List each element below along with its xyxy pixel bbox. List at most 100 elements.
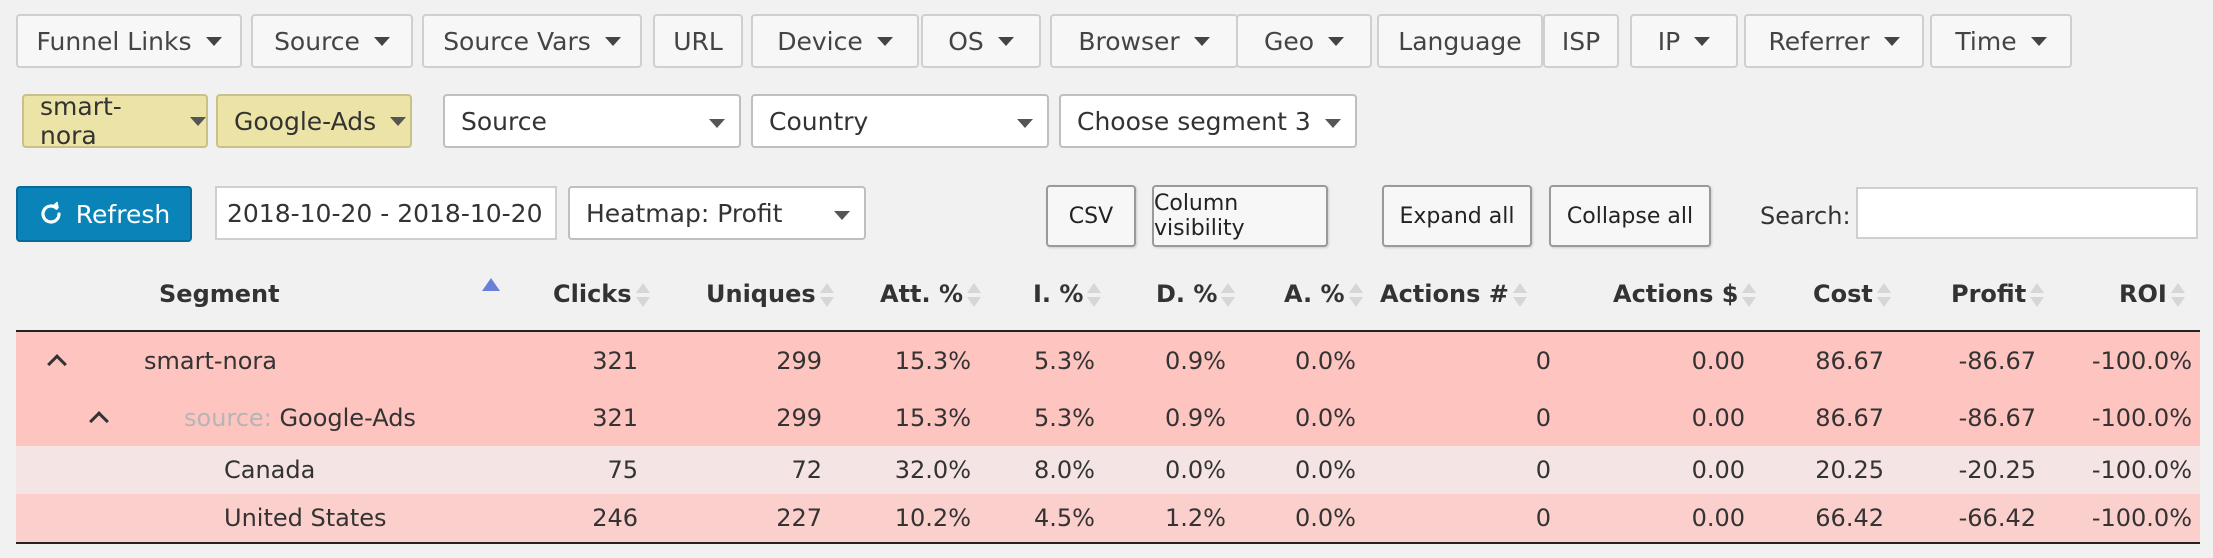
tab-referrer[interactable]: Referrer	[1744, 14, 1924, 68]
sort-icon	[1742, 282, 1757, 308]
table-row[interactable]: Canada 75 72 32.0% 8.0% 0.0% 0.0% 0 0.00 20.25 -20…	[16, 446, 2200, 494]
segment-cell: United States	[224, 504, 387, 532]
header-label: Clicks	[553, 280, 632, 308]
heatmap-select[interactable]: Heatmap: Profit	[568, 186, 866, 240]
col-header-segment[interactable]: Segment	[159, 280, 280, 308]
cell-d: 0.0%	[1165, 456, 1226, 484]
tab-browser[interactable]: Browser	[1050, 14, 1238, 68]
collapse-all-label: Collapse all	[1566, 203, 1694, 229]
col-header-att[interactable]: Att. %	[880, 280, 982, 308]
cell-uniques: 227	[776, 504, 822, 532]
sort-asc-icon[interactable]	[482, 278, 500, 291]
col-header-roi[interactable]: ROI	[2119, 280, 2185, 308]
table-row[interactable]: smart-nora 321 299 15.3% 5.3% 0.9% 0.0% 0 0.00 86…	[16, 332, 2200, 390]
caret-down-icon	[1193, 36, 1210, 46]
col-header-actions-count[interactable]: Actions #	[1380, 280, 1527, 308]
cell-att: 10.2%	[894, 504, 971, 532]
report-table: Segment Clicks Uniques Att. % I. % D. % …	[16, 262, 2200, 544]
tab-funnel-links[interactable]: Funnel Links	[16, 14, 242, 68]
cell-a: 0.0%	[1295, 456, 1356, 484]
sort-icon	[1348, 282, 1363, 308]
cell-actions-n: 0	[1535, 504, 1551, 532]
tab-label: Source	[274, 26, 360, 56]
chevron-up-icon[interactable]	[47, 354, 67, 374]
tab-device[interactable]: Device	[751, 14, 919, 68]
tab-label: Browser	[1078, 26, 1180, 56]
segment-cell: smart-nora	[144, 347, 277, 375]
column-visibility-button[interactable]: Column visibility	[1152, 185, 1328, 247]
segment-2-select[interactable]: Country	[751, 94, 1049, 148]
cell-a: 0.0%	[1295, 504, 1356, 532]
col-header-cost[interactable]: Cost	[1813, 280, 1891, 308]
segment-name: United States	[224, 504, 387, 532]
refresh-label: Refresh	[75, 199, 171, 229]
header-label: Profit	[1951, 280, 2027, 308]
chevron-up-icon[interactable]	[89, 411, 109, 431]
header-label: Segment	[159, 280, 280, 308]
tab-ip[interactable]: IP	[1630, 14, 1738, 68]
segment-3-select[interactable]: Choose segment 3	[1059, 94, 1357, 148]
table-bottom-rule	[16, 542, 2200, 544]
select-value: Choose segment 3	[1077, 106, 1311, 136]
cell-i: 5.3%	[1034, 404, 1095, 432]
cell-att: 15.3%	[894, 347, 971, 375]
tab-url[interactable]: URL	[653, 14, 743, 68]
cell-cost: 66.42	[1815, 504, 1884, 532]
segment-prefix: source:	[184, 404, 272, 432]
table-row[interactable]: source: Google-Ads 321 299 15.3% 5.3% 0.9% 0.0…	[16, 390, 2200, 446]
cell-clicks: 246	[592, 504, 638, 532]
cell-att: 32.0%	[894, 456, 971, 484]
tab-label: Language	[1398, 26, 1522, 56]
tab-label: ISP	[1561, 26, 1601, 56]
tab-label: OS	[948, 26, 984, 56]
segment-cell: source: Google-Ads	[184, 404, 416, 432]
col-header-clicks[interactable]: Clicks	[553, 280, 650, 308]
tab-time[interactable]: Time	[1930, 14, 2072, 68]
filter-chip-source[interactable]: Google-Ads	[216, 94, 412, 148]
col-header-d[interactable]: D. %	[1156, 280, 1236, 308]
tab-os[interactable]: OS	[921, 14, 1041, 68]
refresh-button[interactable]: Refresh	[16, 186, 192, 242]
col-header-profit[interactable]: Profit	[1951, 280, 2045, 308]
refresh-icon	[41, 201, 61, 224]
tab-label: URL	[673, 26, 723, 56]
tab-geo[interactable]: Geo	[1236, 14, 1372, 68]
tab-label: Funnel Links	[36, 26, 192, 56]
table-header: Segment Clicks Uniques Att. % I. % D. % …	[16, 262, 2200, 332]
segment-1-select[interactable]: Source	[443, 94, 741, 148]
search-input[interactable]	[1856, 187, 2198, 239]
table-row[interactable]: United States 246 227 10.2% 4.5% 1.2% 0.0% 0 0.0…	[16, 494, 2200, 542]
cell-profit: -86.67	[1958, 404, 2036, 432]
cell-actions-d: 0.00	[1691, 504, 1745, 532]
col-header-i[interactable]: I. %	[1033, 280, 1102, 308]
tab-label: Device	[777, 26, 863, 56]
cell-clicks: 321	[592, 404, 638, 432]
chip-label: smart-nora	[40, 92, 122, 150]
caret-down-icon	[1694, 36, 1711, 46]
date-range-input[interactable]: 2018-10-20 - 2018-10-20	[215, 186, 557, 240]
col-header-uniques[interactable]: Uniques	[706, 280, 834, 308]
csv-button[interactable]: CSV	[1046, 185, 1136, 247]
cell-roi: -100.0%	[2091, 456, 2192, 484]
sort-icon	[819, 282, 834, 308]
csv-label: CSV	[1068, 203, 1114, 229]
tab-isp[interactable]: ISP	[1543, 14, 1619, 68]
segment-name: Google-Ads	[279, 404, 416, 432]
cell-actions-n: 0	[1535, 456, 1551, 484]
cell-roi: -100.0%	[2091, 504, 2192, 532]
expand-all-button[interactable]: Expand all	[1382, 185, 1532, 247]
tab-label: Source Vars	[443, 26, 591, 56]
filter-chip-campaign[interactable]: smart-nora	[22, 92, 208, 150]
caret-down-icon	[834, 211, 850, 220]
cell-i: 4.5%	[1034, 504, 1095, 532]
tab-source[interactable]: Source	[251, 14, 413, 68]
cell-i: 8.0%	[1034, 456, 1095, 484]
sort-icon	[635, 282, 650, 308]
collapse-all-button[interactable]: Collapse all	[1549, 185, 1711, 247]
tab-language[interactable]: Language	[1377, 14, 1543, 68]
tab-source-vars[interactable]: Source Vars	[422, 14, 642, 68]
header-label: I. %	[1033, 280, 1084, 308]
col-header-actions-value[interactable]: Actions $	[1613, 280, 1757, 308]
caret-down-icon	[373, 36, 390, 46]
col-header-a[interactable]: A. %	[1284, 280, 1363, 308]
